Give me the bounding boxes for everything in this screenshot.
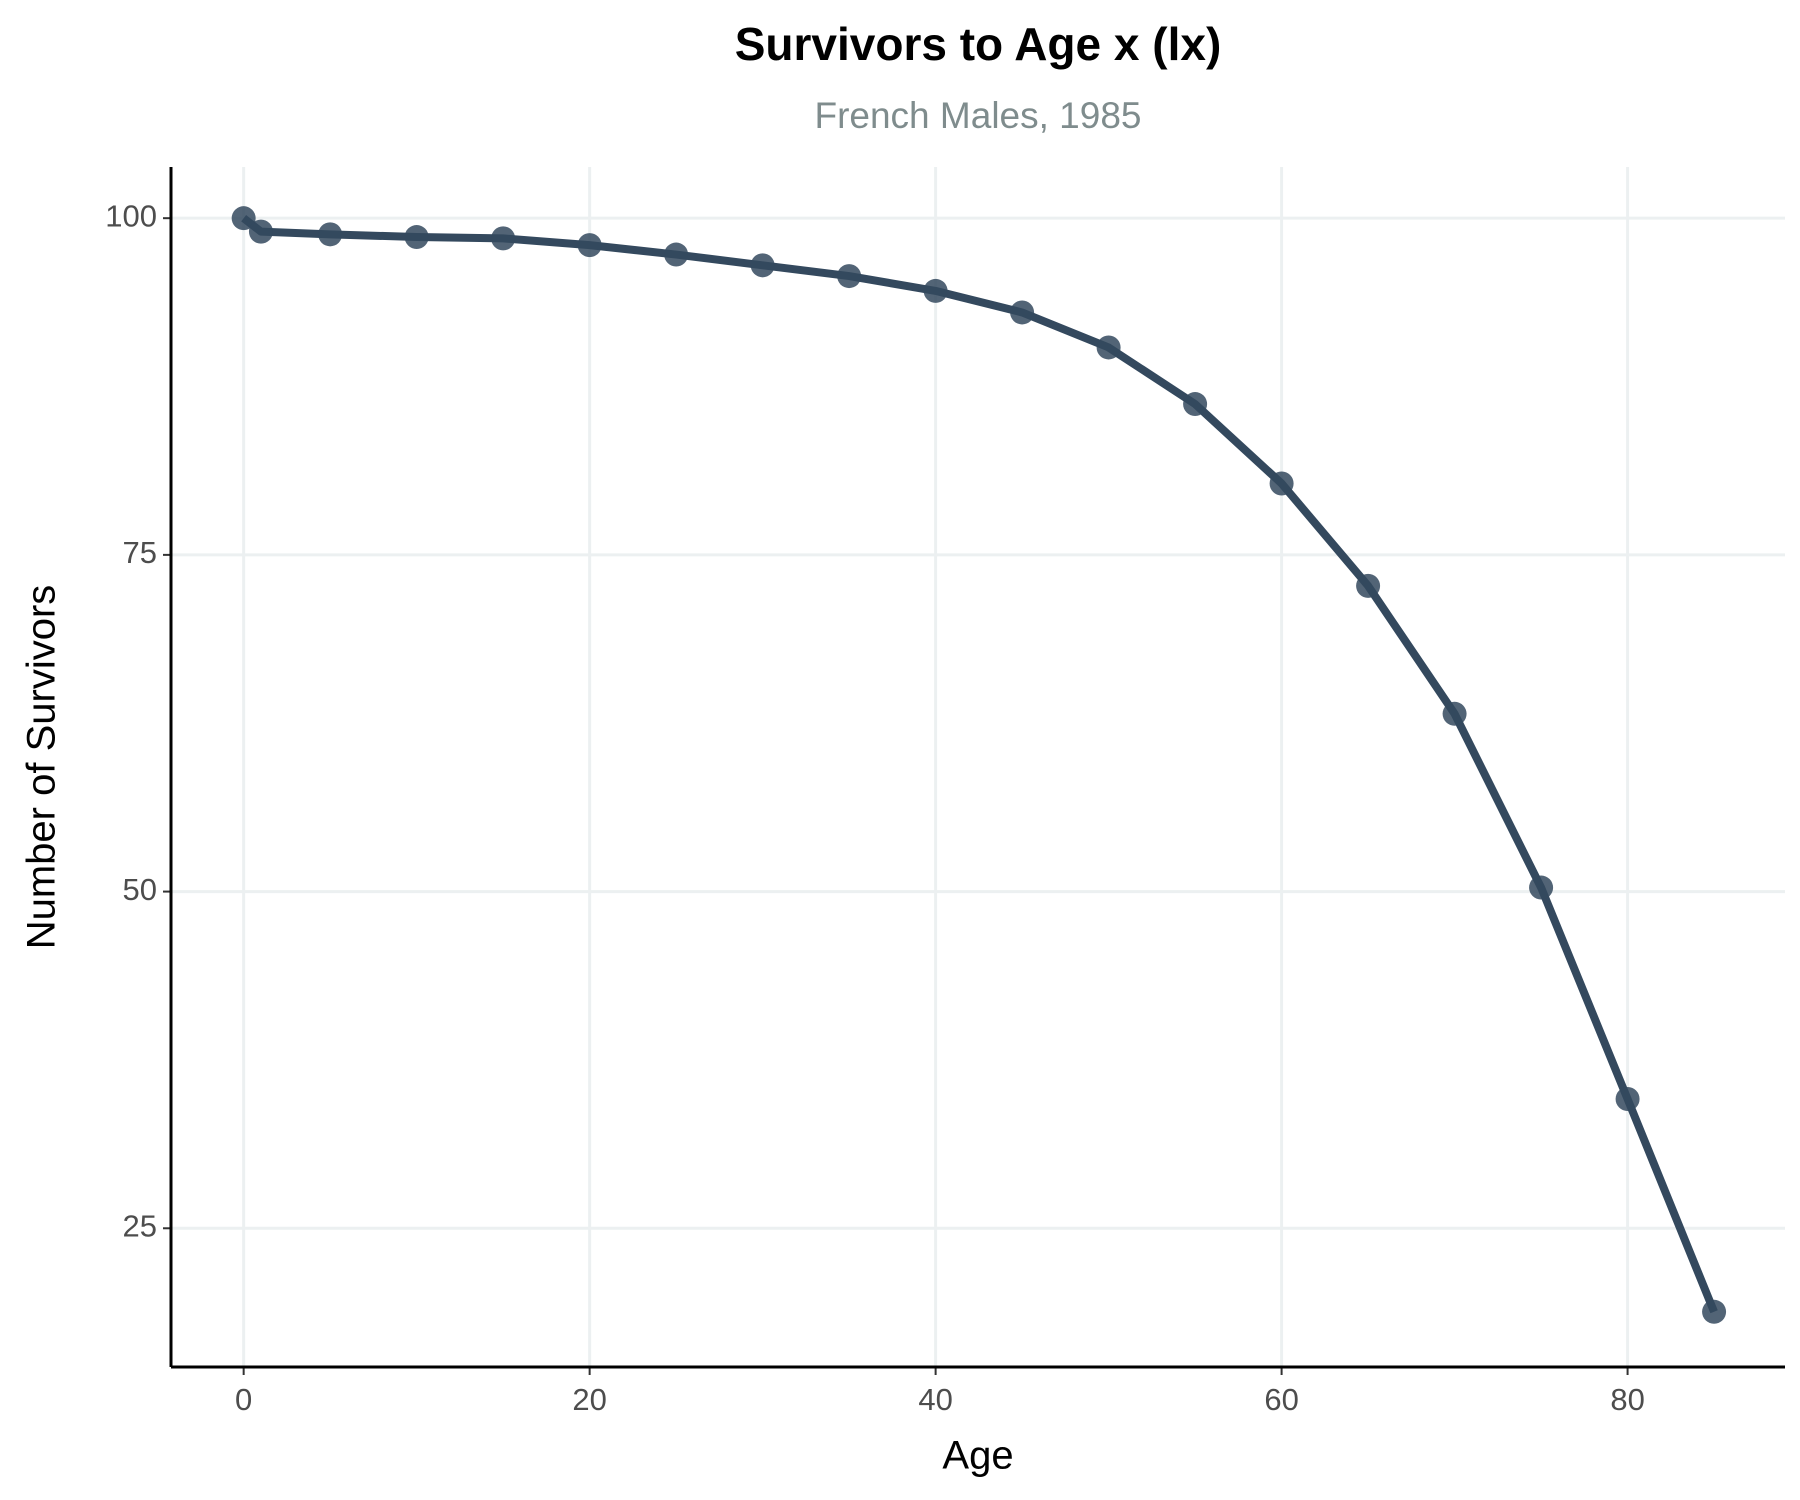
chart-title: Survivors to Age x (lx) — [735, 18, 1222, 70]
data-point — [1010, 300, 1035, 325]
chart-subtitle: French Males, 1985 — [814, 95, 1141, 136]
data-point — [923, 278, 948, 303]
y-axis-title: Number of Survivors — [20, 585, 64, 950]
data-point — [1615, 1086, 1640, 1111]
x-tick-label: 80 — [1610, 1382, 1644, 1417]
plot-area — [231, 206, 1727, 1324]
x-tick-label: 20 — [572, 1382, 606, 1417]
data-point — [404, 225, 429, 250]
data-point — [231, 206, 256, 231]
data-point — [491, 226, 516, 251]
y-tick-label: 25 — [123, 1208, 157, 1243]
grid: 25 50 75 100 0 20 40 60 80 — [105, 167, 1785, 1417]
data-point — [577, 233, 602, 258]
x-axis-title: Age — [942, 1434, 1013, 1478]
data-point — [750, 253, 775, 278]
x-tick-label: 0 — [235, 1382, 252, 1417]
y-tick-label: 50 — [123, 872, 157, 907]
data-point — [248, 219, 273, 244]
y-tick-label: 75 — [123, 535, 157, 570]
data-point — [1702, 1299, 1727, 1324]
x-tick-label: 40 — [918, 1382, 952, 1417]
data-point — [1442, 701, 1467, 726]
data-point — [1529, 875, 1554, 900]
y-tick-label: 100 — [105, 198, 157, 233]
data-point — [837, 264, 862, 289]
data-point — [1183, 392, 1208, 417]
data-point — [664, 242, 689, 267]
data-point — [318, 222, 343, 247]
data-point — [1269, 471, 1294, 496]
data-point — [1096, 335, 1121, 360]
x-tick-label: 60 — [1264, 1382, 1298, 1417]
data-point — [1356, 573, 1381, 598]
